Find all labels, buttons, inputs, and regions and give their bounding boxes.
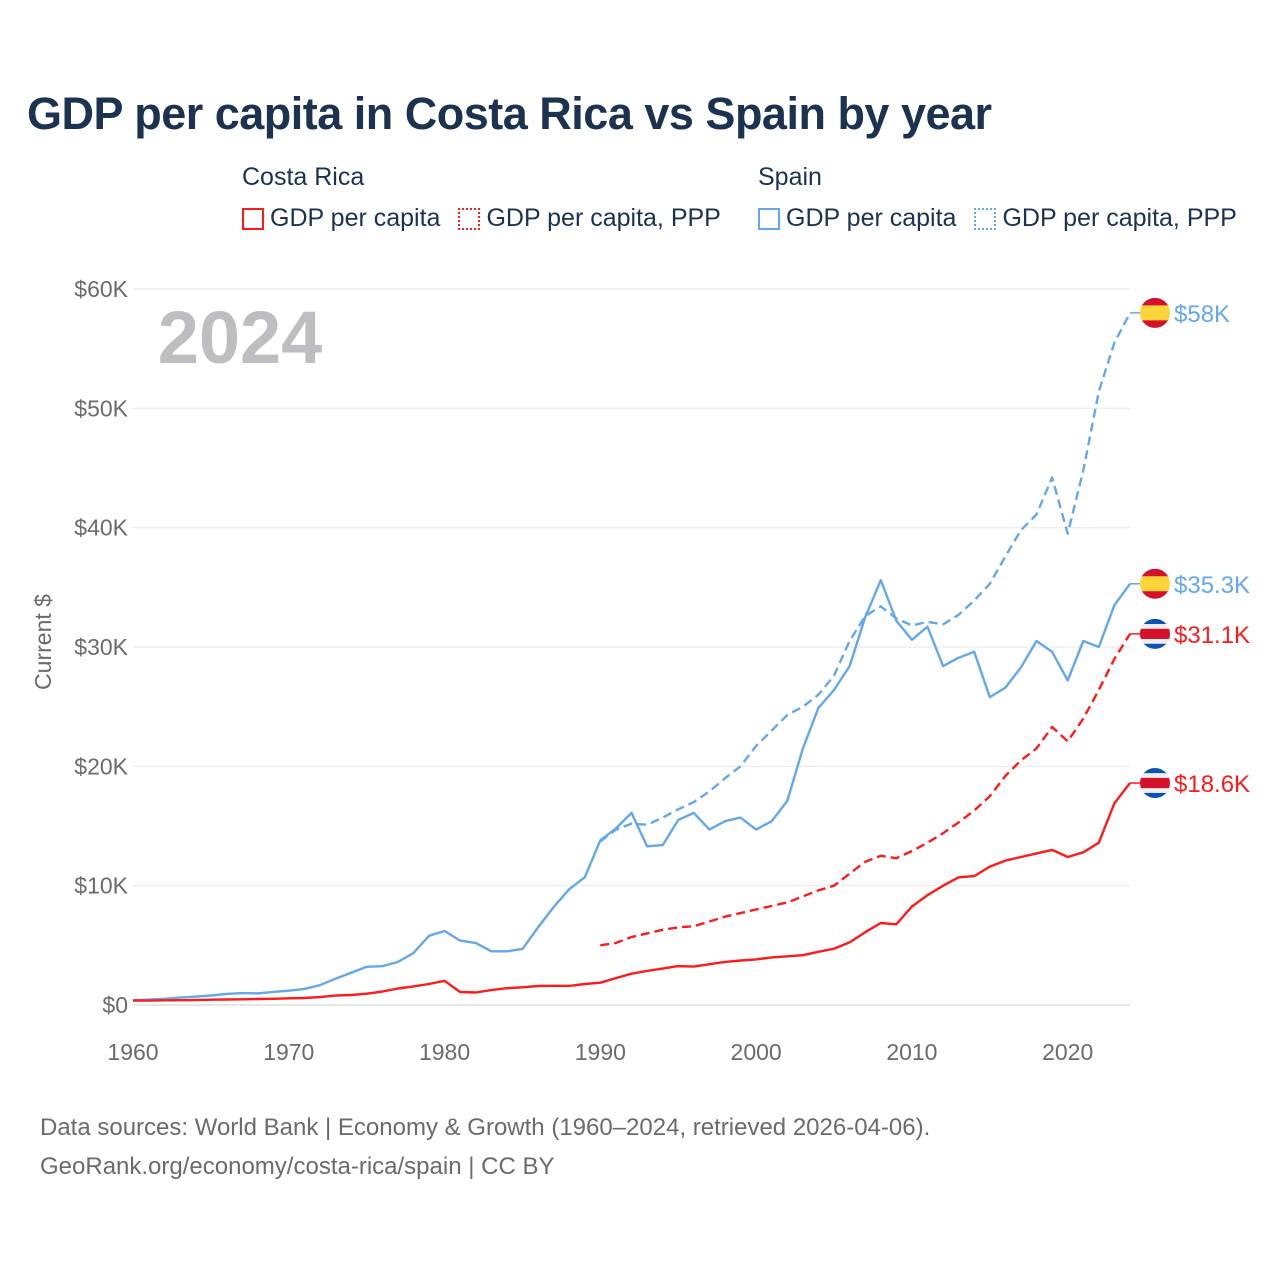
flag-band [1140,305,1170,321]
flag-band [1140,638,1170,645]
flag-band [1140,792,1170,799]
legend-item-es-gdp[interactable]: GDP per capita [758,204,956,233]
x-tick-label: 1990 [575,1039,626,1065]
end-value-label: $35.3K [1174,572,1250,599]
legend-label: GDP per capita, PPP [1002,204,1237,232]
x-tick-label: 1960 [107,1039,158,1065]
flag-band [1140,320,1170,328]
end-value-label: $31.1K [1174,622,1250,649]
y-tick-label: $40K [74,515,128,541]
legend-item-es-ppp[interactable]: GDP per capita, PPP [974,204,1237,233]
legend-label: GDP per capita, PPP [486,204,721,232]
y-axis-label: Current $ [30,594,56,690]
legend-label: GDP per capita [270,204,441,232]
flag-band [1140,768,1170,774]
y-tick-label: $30K [74,634,128,660]
flag-band [1140,777,1170,789]
series-line-spain-gdp-per-capita [132,579,1131,1002]
x-tick-label: 2000 [731,1039,782,1065]
legend-group-title: Spain [758,163,822,191]
series-line-spain-gdp-per-capita-ppp [599,312,1132,843]
x-tick-label: 2010 [886,1039,937,1065]
flag-band [1140,591,1170,599]
legend-group-spain: Spain GDP per capita GDP per capita, PPP [758,163,1237,233]
legend-group-costa-rica: Costa Rica GDP per capita GDP per capita… [242,163,721,233]
legend-swatch [974,207,997,230]
legend-item-cr-ppp[interactable]: GDP per capita, PPP [458,204,721,233]
source-link[interactable]: GeoRank.org/economy/costa-rica/spain | C… [40,1153,555,1180]
flag-band [1140,576,1170,592]
flag-band [1140,788,1170,794]
y-tick-label: $60K [74,276,128,302]
y-tick-label: $50K [74,395,128,421]
costa-rica-flag-icon [1140,768,1170,799]
x-tick-label: 2020 [1042,1039,1093,1065]
legend-label: GDP per capita [786,204,957,232]
y-tick-label: $20K [74,753,128,779]
flag-band [1140,568,1170,577]
series-line-costa-rica-gdp-per-capita [132,782,1131,1002]
legend-swatch [242,207,264,230]
flag-band [1140,297,1170,306]
end-value-label: $18.6K [1174,771,1250,798]
series-line-costa-rica-gdp-per-capita-ppp [600,633,1132,947]
year-watermark: 2024 [158,296,323,379]
legend-swatch [758,207,780,230]
legend-group-title: Costa Rica [242,163,365,191]
costa-rica-flag-icon [1140,618,1170,649]
spain-flag-icon [1140,568,1170,599]
footer: Data sources: World Bank | Economy & Gro… [40,1108,930,1186]
spain-flag-icon [1140,297,1170,328]
flag-band [1140,618,1170,625]
legend-swatch [458,207,481,230]
y-tick-label: $0 [102,992,128,1018]
x-tick-label: 1980 [419,1039,470,1065]
x-tick-label: 1970 [263,1039,314,1065]
flag-band [1140,643,1170,649]
end-value-label: $58K [1174,301,1230,328]
flag-band [1140,773,1170,779]
chart-title: GDP per capita in Costa Rica vs Spain by… [27,88,992,139]
flag-band [1140,628,1170,640]
y-tick-label: $10K [74,873,128,899]
data-source-note: Data sources: World Bank | Economy & Gro… [40,1114,931,1141]
flag-band [1140,623,1170,630]
legend-item-cr-gdp[interactable]: GDP per capita [242,204,440,233]
